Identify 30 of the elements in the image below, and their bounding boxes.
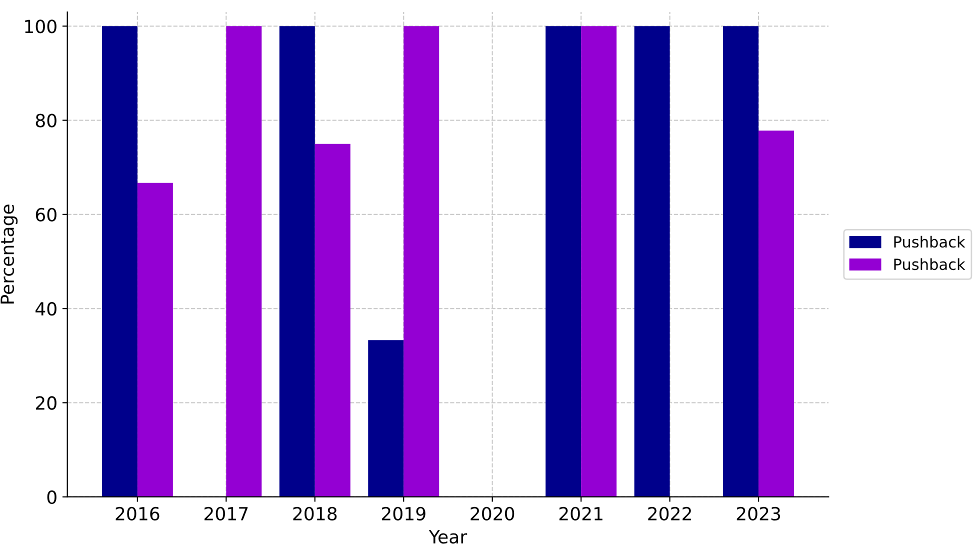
bar bbox=[102, 26, 138, 497]
bar bbox=[314, 144, 350, 497]
x-tick-label: 2019 bbox=[382, 506, 426, 521]
bar bbox=[581, 26, 617, 497]
y-tick-label: 20 bbox=[36, 396, 56, 410]
bar bbox=[137, 182, 173, 497]
y-tick-label: 0 bbox=[47, 490, 56, 504]
y-axis-title: Percentage bbox=[0, 204, 18, 304]
legend-label: Pushback bbox=[894, 258, 966, 270]
legend-label: Pushback bbox=[894, 236, 966, 248]
x-tick-label: 2022 bbox=[648, 506, 691, 521]
bar bbox=[279, 26, 315, 497]
x-tick-label: 2021 bbox=[559, 506, 602, 521]
x-tick-label: 2020 bbox=[470, 506, 514, 521]
bar bbox=[723, 26, 759, 497]
x-axis-title: Year bbox=[428, 530, 468, 544]
y-tick-label: 80 bbox=[36, 114, 56, 128]
x-tick-label: 2016 bbox=[116, 506, 160, 521]
x-tick-label: 2018 bbox=[293, 506, 337, 521]
bar bbox=[226, 26, 262, 497]
x-tick-label: 2023 bbox=[736, 506, 780, 521]
bar bbox=[546, 26, 582, 497]
y-tick-label: 40 bbox=[36, 302, 56, 316]
x-tick-label: 2017 bbox=[204, 506, 248, 521]
y-tick-label: 60 bbox=[36, 208, 56, 222]
y-tick-label: 100 bbox=[25, 20, 56, 34]
bar bbox=[404, 26, 440, 497]
bar bbox=[368, 340, 404, 497]
bar bbox=[634, 26, 670, 497]
bar bbox=[758, 130, 794, 497]
